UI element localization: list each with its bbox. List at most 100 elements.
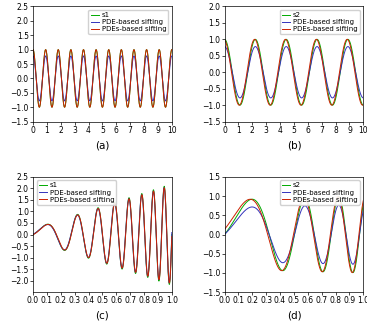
PDEs-based sifting [246,59,251,63]
PDEs-based sifting [47,77,51,81]
s1 [152,100,156,103]
s1 [152,191,156,195]
Legend: s2, PDE-based sifting, PDEs-based sifting: s2, PDE-based sifting, PDEs-based siftin… [280,180,360,204]
PDE-based sifting [361,208,366,212]
PDE-based sifting [152,193,156,197]
PDEs-based sifting [360,103,365,107]
PDEs-based sifting [276,265,280,269]
PDEs-based sifting [238,102,243,106]
PDEs-based sifting [361,198,366,202]
PDEs-based sifting [31,48,35,52]
s2 [359,98,363,102]
s1 [90,86,95,90]
s1 [167,70,171,74]
PDEs-based sifting [281,39,286,43]
PDEs-based sifting [162,186,167,190]
PDE-based sifting [47,77,51,81]
PDE-based sifting [344,230,348,234]
s2 [238,103,243,107]
PDEs-based sifting [31,233,35,237]
s2 [337,195,341,199]
PDE-based sifting [152,94,156,98]
s2 [246,198,251,202]
PDEs-based sifting [90,86,95,90]
PDEs-based sifting [167,281,172,285]
PDEs-based sifting [222,38,227,42]
PDE-based sifting [276,256,280,259]
PDEs-based sifting [170,48,174,52]
PDE-based sifting [359,224,363,228]
PDEs-based sifting [152,100,156,103]
PDEs-based sifting [361,103,366,107]
PDEs-based sifting [350,271,355,274]
s1 [47,77,51,81]
s2 [281,268,286,272]
s2 [351,271,355,274]
PDE-based sifting [281,48,286,52]
PDE-based sifting [47,223,51,227]
PDE-based sifting [167,281,171,285]
PDEs-based sifting [84,250,88,254]
PDEs-based sifting [50,105,54,109]
PDE-based sifting [50,99,54,103]
PDE-based sifting [167,281,171,285]
s1 [167,282,171,286]
s1 [90,241,94,245]
Line: s2: s2 [225,39,363,105]
PDEs-based sifting [47,222,51,226]
s2 [276,262,280,266]
Line: PDE-based sifting: PDE-based sifting [225,47,363,98]
s2 [361,103,366,107]
PDEs-based sifting [344,39,348,43]
PDE-based sifting [167,71,171,75]
PDEs-based sifting [281,267,286,271]
PDEs-based sifting [344,236,348,239]
s2 [359,221,363,225]
PDE-based sifting [246,65,251,69]
Legend: s1, PDE-based sifting, PDEs-based sifting: s1, PDE-based sifting, PDEs-based siftin… [36,180,116,204]
PDEs-based sifting [90,241,94,245]
s1 [84,71,88,75]
PDEs-based sifting [246,197,251,201]
s2 [361,202,366,205]
PDE-based sifting [238,214,243,218]
Line: PDE-based sifting: PDE-based sifting [33,188,172,283]
Line: s1: s1 [33,50,172,107]
PDE-based sifting [55,235,59,239]
PDE-based sifting [344,47,348,51]
PDE-based sifting [170,54,174,58]
X-axis label: (d): (d) [287,311,301,321]
s2 [344,41,348,45]
Line: PDEs-based sifting: PDEs-based sifting [225,39,363,105]
PDE-based sifting [238,96,243,100]
PDE-based sifting [84,73,88,76]
PDEs-based sifting [336,195,340,199]
s2 [276,75,280,79]
PDEs-based sifting [152,192,156,196]
PDE-based sifting [90,240,94,244]
s2 [246,64,251,68]
s1 [55,52,59,56]
s1 [31,233,35,237]
s2 [238,208,243,212]
PDE-based sifting [84,251,88,255]
Line: s2: s2 [225,197,363,273]
PDE-based sifting [90,84,95,88]
PDEs-based sifting [359,101,363,105]
PDE-based sifting [359,92,363,96]
PDEs-based sifting [238,205,243,209]
s1 [50,105,54,109]
PDEs-based sifting [55,52,59,56]
s2 [222,233,227,237]
PDE-based sifting [246,206,251,210]
s1 [162,184,166,188]
PDE-based sifting [31,54,35,58]
PDEs-based sifting [283,38,288,41]
PDE-based sifting [351,262,355,266]
PDE-based sifting [361,96,366,100]
PDEs-based sifting [170,235,174,239]
PDEs-based sifting [167,70,171,74]
s1 [55,235,59,239]
PDE-based sifting [162,186,166,190]
PDE-based sifting [31,232,35,236]
